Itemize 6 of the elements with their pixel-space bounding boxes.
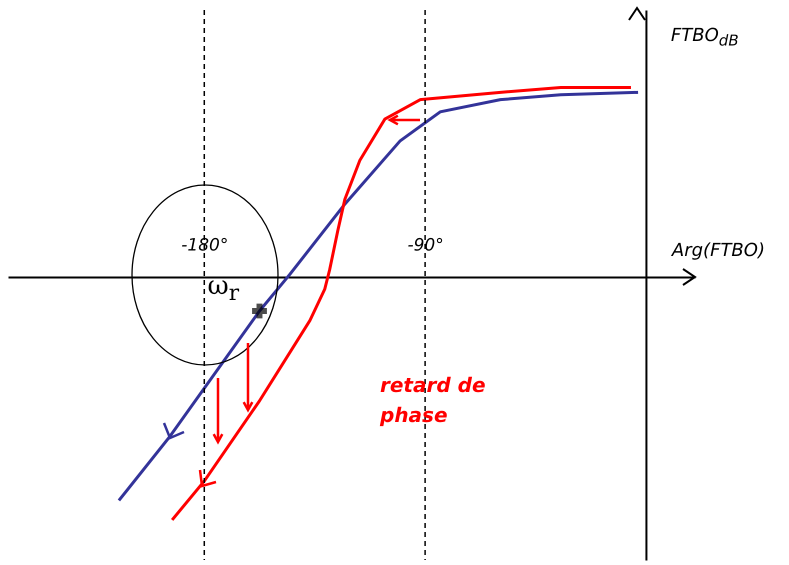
x-axis-title: Arg(FTBO) (672, 240, 765, 261)
y-axis-title: FTBO$_{dB}$ (670, 25, 739, 50)
annotation: ω$_{r}$ (207, 270, 240, 306)
x-tick-label: -90° (407, 235, 444, 256)
annotation: retard de phase (380, 372, 487, 429)
x-tick-label: -180° (181, 235, 228, 256)
